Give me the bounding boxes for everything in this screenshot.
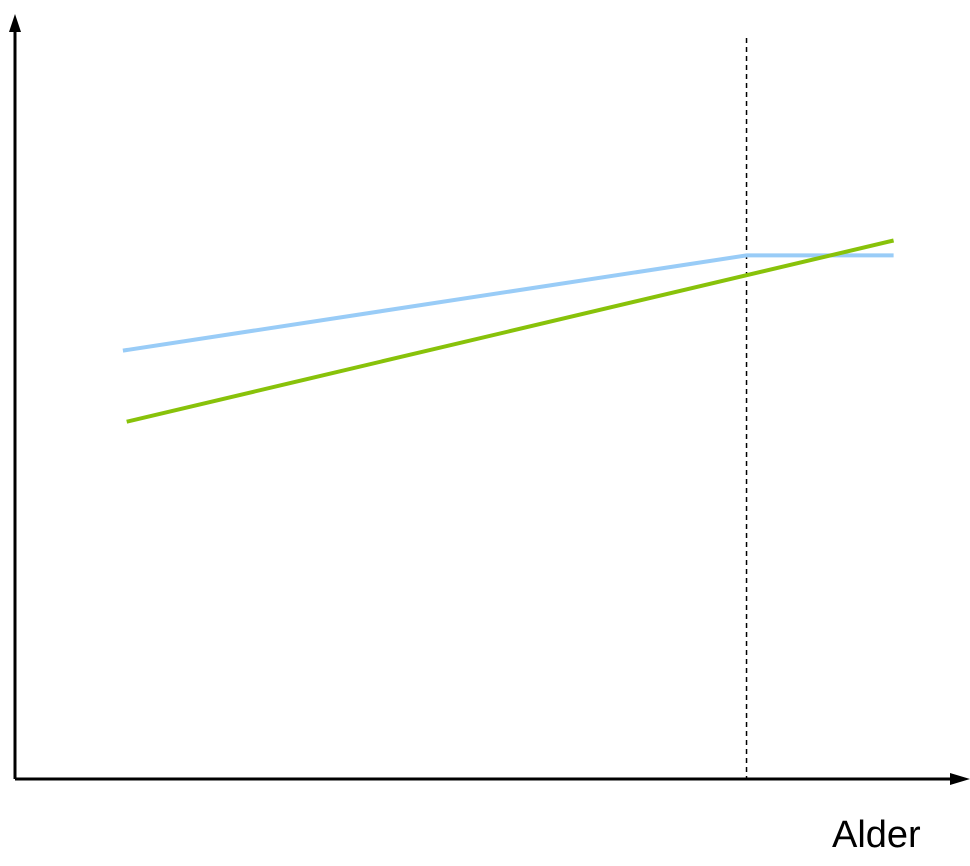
- series-group: [122, 38, 895, 779]
- x-axis-arrow: [950, 773, 970, 785]
- y-axis-arrow: [9, 14, 21, 32]
- series-line-2: [126, 238, 895, 424]
- axes: [9, 14, 970, 785]
- series-line-1: [122, 253, 894, 353]
- x-axis-label: Alder: [832, 814, 921, 856]
